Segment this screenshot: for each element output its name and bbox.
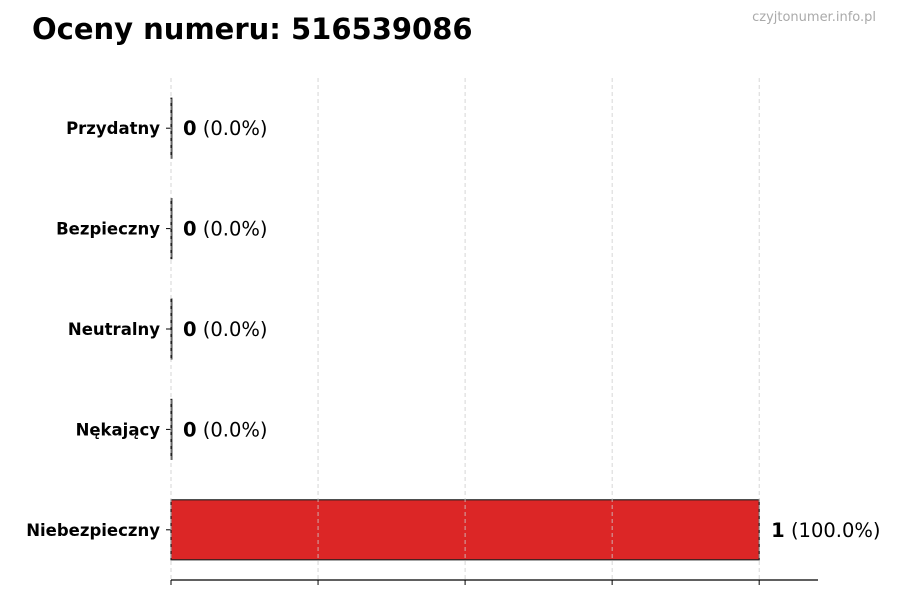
watermark: czyjtonumer.info.pl (752, 10, 876, 25)
y-tick-label: Przydatny (66, 119, 160, 138)
y-tick-label: Niebezpieczny (26, 521, 160, 540)
bar (170, 298, 173, 360)
data-label: 1 (100.0%) (771, 519, 880, 542)
y-tick-label: Nękający (76, 420, 161, 439)
data-label: 0 (0.0%) (183, 218, 268, 241)
y-tick-label: Bezpieczny (56, 220, 160, 239)
chart-title: Oceny numeru: 516539086 (32, 12, 473, 46)
data-label: 0 (0.0%) (183, 418, 268, 441)
y-tick-label: Neutralny (68, 320, 160, 339)
data-label: 0 (0.0%) (183, 117, 268, 140)
data-label: 0 (0.0%) (183, 318, 268, 341)
